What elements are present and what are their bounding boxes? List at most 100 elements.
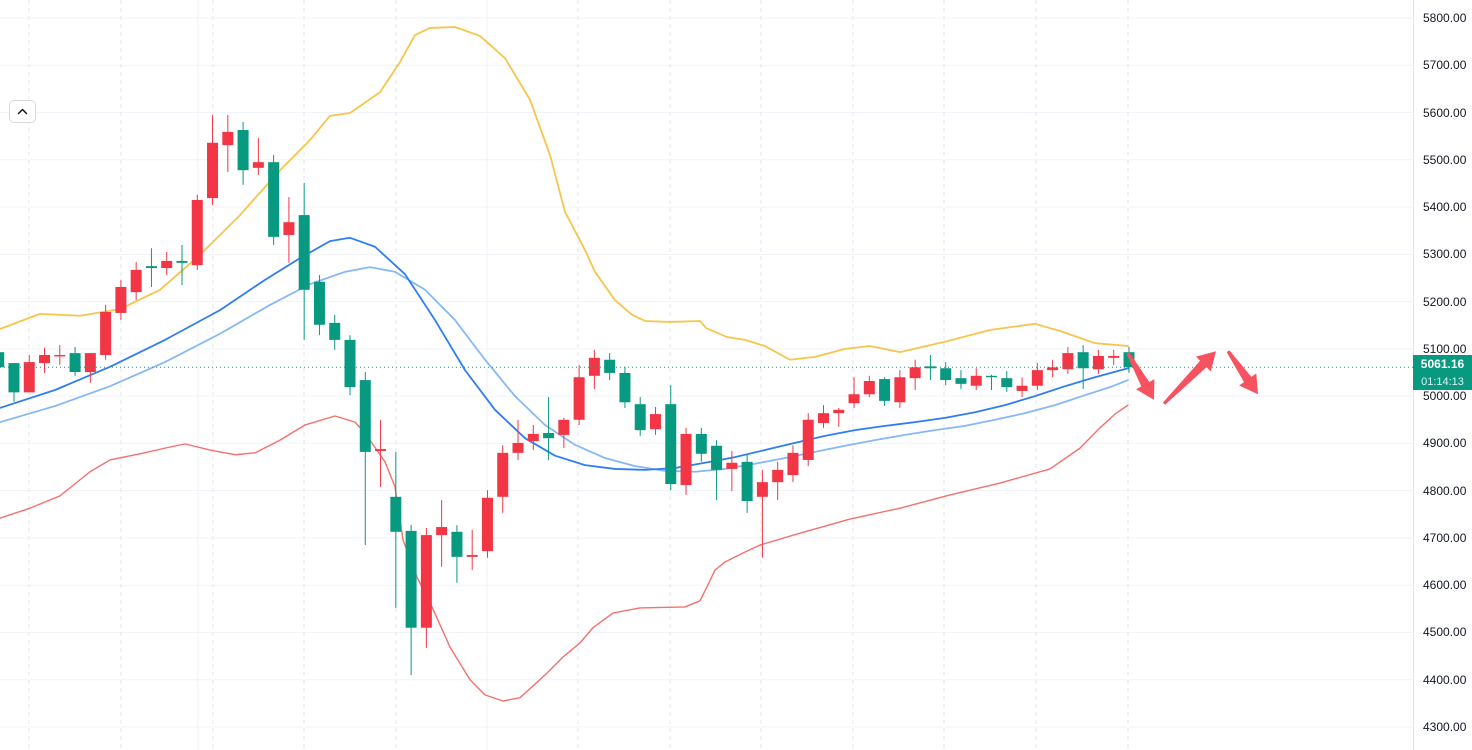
candle-body (1016, 385, 1028, 391)
price-axis-label: 4300.00 (1423, 720, 1467, 734)
candle-body (252, 162, 264, 168)
candle-body (329, 322, 341, 340)
candle-body (298, 215, 310, 290)
candle-body (1108, 355, 1120, 358)
bollinger-upper-band-line[interactable] (0, 26, 1129, 361)
candle-body (588, 357, 600, 376)
candle-body (191, 199, 203, 266)
price-axis-label: 5100.00 (1423, 341, 1467, 356)
price-axis-label: 4800.00 (1423, 483, 1467, 498)
candle-body (0, 352, 5, 368)
candle-body (222, 131, 234, 146)
candle-body (649, 414, 661, 430)
candle-body (497, 452, 509, 497)
candle-body (451, 531, 463, 557)
candle-body (23, 362, 35, 393)
candle-body (130, 269, 142, 293)
candle-body (527, 433, 539, 442)
candle-body (237, 130, 249, 171)
drawn-arrow-annotation[interactable] (1226, 350, 1258, 395)
candle-body (924, 366, 936, 369)
candle-body (84, 353, 96, 373)
price-axis-label: 5000.00 (1423, 389, 1467, 404)
candles-layer (0, 114, 1135, 676)
candle-body (161, 260, 173, 269)
price-axis-label: 4900.00 (1423, 436, 1467, 451)
candle-body (833, 409, 845, 414)
candle-body (481, 497, 493, 552)
ma-fast-line[interactable] (0, 236, 1129, 471)
candle-body (955, 378, 967, 384)
last-price-label: 5061.16 (1420, 357, 1465, 372)
candle-body (359, 380, 371, 452)
candle-body (1077, 352, 1089, 369)
price-axis-label: 5600.00 (1423, 105, 1467, 120)
candle-body (69, 353, 81, 373)
bollinger-lower-band-line[interactable] (0, 404, 1129, 702)
candle-body (420, 535, 432, 628)
candle-body (283, 222, 295, 235)
ma-slow-line[interactable] (0, 266, 1129, 473)
candle-body (970, 375, 982, 386)
candle-body (1047, 367, 1059, 371)
candle-body (756, 482, 768, 497)
candle-body (1001, 378, 1013, 388)
price-axis-label: 5400.00 (1423, 200, 1467, 215)
candle-body (405, 530, 417, 628)
candle-body (268, 162, 280, 237)
candle-body (543, 433, 555, 439)
candle-body (695, 433, 707, 454)
drawn-arrow-annotation[interactable] (1126, 352, 1155, 400)
price-axis-label: 4400.00 (1423, 672, 1467, 687)
price-axis-label: 5800.00 (1423, 11, 1467, 25)
candle-body (634, 404, 646, 431)
candle-body (39, 355, 51, 364)
candle-body (879, 379, 891, 401)
candle-body (741, 461, 753, 502)
price-axis-label: 5200.00 (1423, 294, 1467, 309)
candle-body (436, 527, 448, 536)
candle-body (375, 449, 387, 451)
candle-body (909, 367, 921, 379)
candle-body (512, 442, 524, 453)
current-price-badge: 5061.16 01:14:13 (1413, 355, 1472, 391)
candle-body (344, 339, 356, 388)
horizontal-gridlines (0, 17, 1413, 728)
candle-body (313, 281, 325, 325)
price-axis-label: 5700.00 (1423, 58, 1467, 73)
price-chart-canvas[interactable] (0, 0, 1413, 750)
candle-body (1062, 353, 1074, 370)
vertical-gridlines (28, 0, 1129, 750)
candle-body (207, 142, 219, 199)
collapse-indicator-pane-button[interactable] (9, 100, 36, 123)
candle-body (940, 368, 952, 381)
candle-body (176, 260, 188, 263)
candle-body (604, 359, 616, 373)
candle-body (894, 377, 906, 403)
candle-body (986, 375, 998, 378)
price-axis-label: 4700.00 (1423, 530, 1467, 545)
candle-body (772, 469, 784, 483)
candle-body (54, 355, 66, 357)
drawn-arrow-annotation[interactable] (1162, 351, 1216, 405)
candle-body (848, 394, 860, 404)
candle-body (726, 462, 738, 469)
candle-body (1123, 352, 1135, 368)
candle-body (466, 554, 478, 557)
candle-body (573, 377, 585, 420)
price-axis-label: 5300.00 (1423, 247, 1467, 262)
candle-body (145, 266, 157, 269)
candle-body (558, 419, 570, 435)
price-axis-label: 4600.00 (1423, 578, 1467, 593)
candle-body (115, 286, 127, 313)
candle-body (1031, 370, 1043, 386)
candle-body (1092, 355, 1104, 370)
bar-countdown-label: 01:14:13 (1421, 376, 1464, 389)
candle-body (665, 404, 677, 485)
candle-body (619, 372, 631, 403)
candle-body (711, 445, 723, 470)
candle-body (390, 496, 402, 532)
candle-body (787, 452, 799, 476)
candle-body (100, 311, 112, 356)
